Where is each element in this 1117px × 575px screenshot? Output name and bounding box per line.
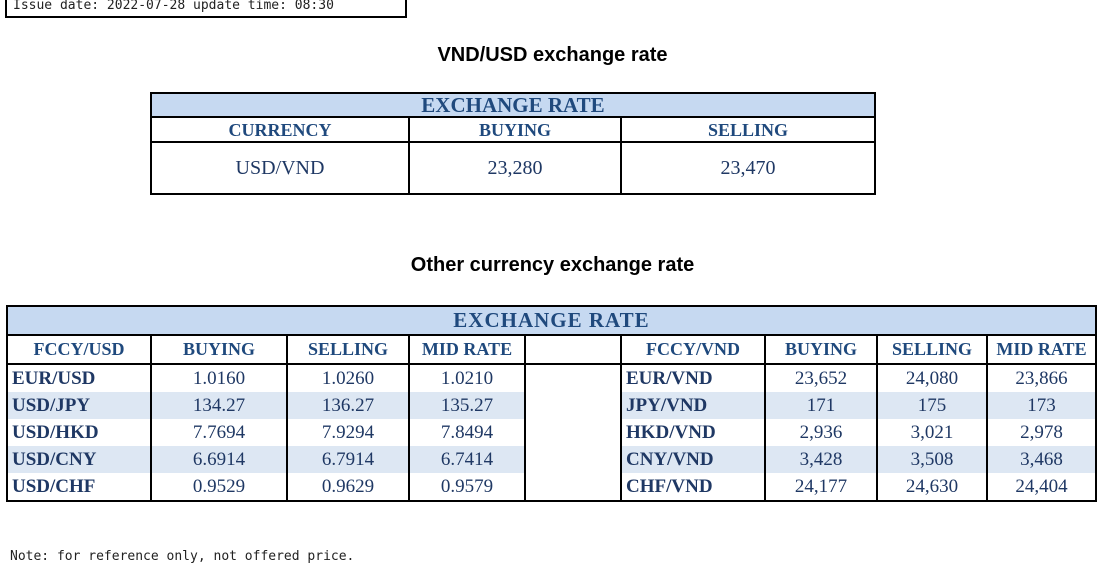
issue-date-text: Issue date: 2022-07-28 update time: 08:3…: [13, 0, 334, 13]
col-header-currency: CURRENCY: [150, 116, 410, 143]
col-header-left-selling: SELLING: [287, 335, 410, 365]
selling-cell: 0.9629: [287, 473, 410, 501]
selling-cell: 24,080: [877, 364, 988, 392]
mid-rate-cell: 23,866: [1015, 367, 1068, 389]
table-row: USD/CNY 6.6914 6.7914 6.7414 CNY/VND 3,4…: [7, 446, 1096, 473]
currency-cell: USD/VND: [150, 141, 410, 195]
table-spacer: [525, 419, 622, 446]
other-currency-table: EXCHANGE RATE FCCY/USD BUYING SELLING MI…: [6, 305, 1097, 502]
table-spacer: [525, 392, 622, 419]
mid-rate-cell: 1.0210: [409, 364, 526, 392]
disclaimer-note: Note: for reference only, not offered pr…: [10, 549, 355, 564]
mid-rate-cell: 7.8494: [409, 419, 526, 446]
pair-cell: JPY/VND: [621, 392, 766, 419]
selling-cell: 23,470: [620, 141, 876, 195]
col-header-buying: BUYING: [408, 116, 622, 143]
buying-cell: 7.7694: [151, 419, 288, 446]
other-currency-heading: Other currency exchange rate: [410, 254, 695, 276]
pair-cell: CHF/VND: [621, 473, 766, 501]
col-header-fccy-usd: FCCY/USD: [7, 335, 152, 365]
vnd-usd-table: EXCHANGE RATE CURRENCY BUYING SELLING US…: [150, 92, 876, 195]
buying-cell: 3,428: [765, 446, 878, 473]
mid-rate-cell: 0.9579: [409, 473, 526, 501]
buying-cell: 23,280: [408, 141, 622, 195]
pair-cell: HKD/VND: [621, 419, 766, 446]
pair-cell: USD/CHF: [7, 473, 152, 501]
mid-rate-cell: 3,468: [987, 446, 1096, 473]
col-header-left-mid-rate: MID RATE: [409, 335, 526, 365]
col-header-selling: SELLING: [620, 116, 876, 143]
selling-cell: 3,508: [877, 446, 988, 473]
table-spacer: [525, 335, 622, 365]
pair-cell: USD/JPY: [7, 392, 152, 419]
table-spacer: [525, 473, 622, 501]
buying-cell: 2,936: [765, 419, 878, 446]
selling-cell: 7.9294: [287, 419, 410, 446]
buying-cell: 6.6914: [151, 446, 288, 473]
buying-cell: 171: [765, 392, 878, 419]
selling-cell: 136.27: [287, 392, 410, 419]
table-spacer: [525, 364, 622, 392]
buying-cell: 1.0160: [151, 364, 288, 392]
pair-cell: USD/CNY: [7, 446, 152, 473]
buying-cell: 134.27: [151, 392, 288, 419]
pair-cell: EUR/USD: [7, 364, 152, 392]
pair-cell: CNY/VND: [621, 446, 766, 473]
col-header-right-buying: BUYING: [765, 335, 878, 365]
table-row: USD/JPY 134.27 136.27 135.27 JPY/VND 171…: [7, 392, 1096, 419]
mid-rate-cell: 2,978: [1020, 421, 1063, 443]
col-header-fccy-vnd: FCCY/VND: [621, 335, 766, 365]
col-header-right-mid-rate: MID RATE: [987, 335, 1096, 365]
vnd-usd-table-title: EXCHANGE RATE: [150, 92, 876, 118]
selling-cell: 3,021: [877, 419, 988, 446]
table-row: EUR/USD 1.0160 1.0260 1.0210 EUR/VND 23,…: [7, 364, 1096, 392]
buying-cell: 0.9529: [151, 473, 288, 501]
selling-cell: 175: [877, 392, 988, 419]
mid-rate-cell: 24,404: [1015, 475, 1068, 497]
mid-rate-cell: 6.7414: [409, 446, 526, 473]
table-spacer: [525, 446, 622, 473]
table-row: USD/HKD 7.7694 7.9294 7.8494 HKD/VND 2,9…: [7, 419, 1096, 446]
mid-rate-cell: 173: [987, 392, 1096, 419]
selling-cell: 24,630: [877, 473, 988, 501]
pair-cell: EUR/VND: [621, 364, 766, 392]
selling-cell: 6.7914: [287, 446, 410, 473]
issue-date-box: Issue date: 2022-07-28 update time: 08:3…: [5, 0, 407, 18]
other-table-title: EXCHANGE RATE: [7, 306, 1096, 336]
buying-cell: 24,177: [765, 473, 878, 501]
col-header-right-selling: SELLING: [877, 335, 988, 365]
mid-rate-cell: 135.27: [409, 392, 526, 419]
pair-cell: USD/HKD: [7, 419, 152, 446]
table-row: USD/CHF 0.9529 0.9629 0.9579 CHF/VND 24,…: [7, 473, 1096, 501]
buying-cell: 23,652: [765, 364, 878, 392]
col-header-left-buying: BUYING: [151, 335, 288, 365]
selling-cell: 1.0260: [287, 364, 410, 392]
vnd-usd-heading: VND/USD exchange rate: [437, 44, 668, 66]
